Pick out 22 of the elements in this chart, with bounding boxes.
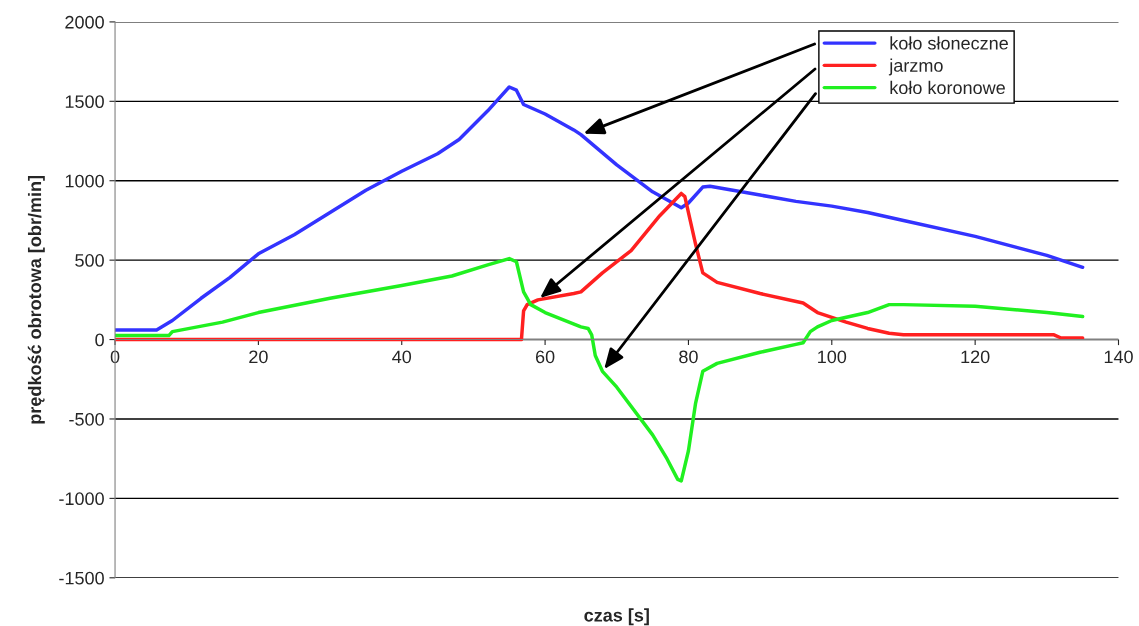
x-axis-title: czas [s] (584, 608, 649, 626)
x-tick-label: 60 (535, 350, 555, 364)
x-tick-label: 120 (961, 350, 990, 364)
legend-label: jarzmo (888, 58, 943, 76)
y-tick-label: -500 (69, 412, 104, 426)
line-series (115, 191, 1085, 342)
x-tick-label: 140 (1104, 350, 1133, 364)
y-tick-label: 1500 (65, 95, 104, 109)
y-axis-title: prędkość obrotowa [obr/min] (27, 175, 45, 424)
y-tick-label: 1000 (65, 174, 104, 188)
x-tick-label: 80 (679, 350, 698, 364)
x-tick-label: 40 (392, 350, 412, 364)
legend-label: koło koronowe (890, 80, 1005, 95)
y-tick-label: -1500 (59, 571, 104, 585)
x-tick-label: 0 (110, 350, 120, 364)
legend-label: koło słoneczne (890, 36, 1008, 50)
y-tick-label: 2000 (65, 15, 104, 29)
y-tick-label: -1000 (59, 492, 104, 506)
y-tick-label: 500 (75, 254, 104, 267)
x-tick-label: 100 (818, 350, 847, 364)
y-tick-label: 0 (95, 333, 104, 347)
x-tick-label: 20 (249, 350, 268, 364)
